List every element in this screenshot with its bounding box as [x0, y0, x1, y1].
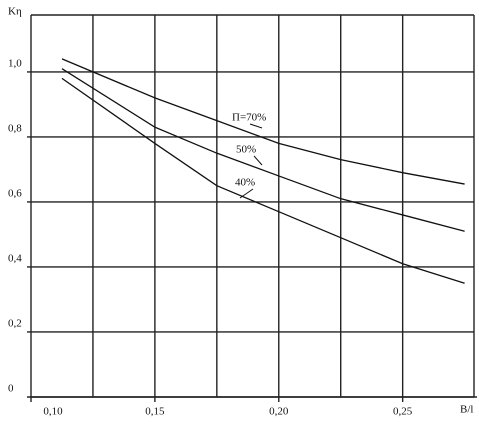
x-tick-label: 0,25 [393, 406, 413, 418]
y-tick-label: 0,4 [8, 252, 22, 264]
label-leader [253, 155, 263, 166]
x-axis-label: B/l [460, 404, 473, 416]
y-tick-label: 0,8 [8, 122, 22, 134]
x-tick-label: 0,10 [43, 406, 63, 418]
x-tick-label: 0,15 [145, 406, 165, 418]
y-tick-label: 0,2 [8, 318, 22, 330]
curve-label: П=70% [232, 112, 266, 124]
curve [61, 77, 465, 284]
curve-label: 50% [236, 144, 256, 156]
curve-label: 40% [235, 177, 255, 189]
y-tick-label: 0,6 [8, 187, 22, 199]
x-tick-label: 0,20 [269, 406, 289, 418]
label-leader [239, 188, 254, 199]
y-tick-label: 1,0 [8, 57, 22, 69]
y-tick-label: 0 [8, 383, 14, 395]
label-leader [249, 123, 263, 129]
y-axis-label: Kη [8, 6, 22, 18]
curve [61, 58, 465, 185]
curve [61, 68, 465, 232]
